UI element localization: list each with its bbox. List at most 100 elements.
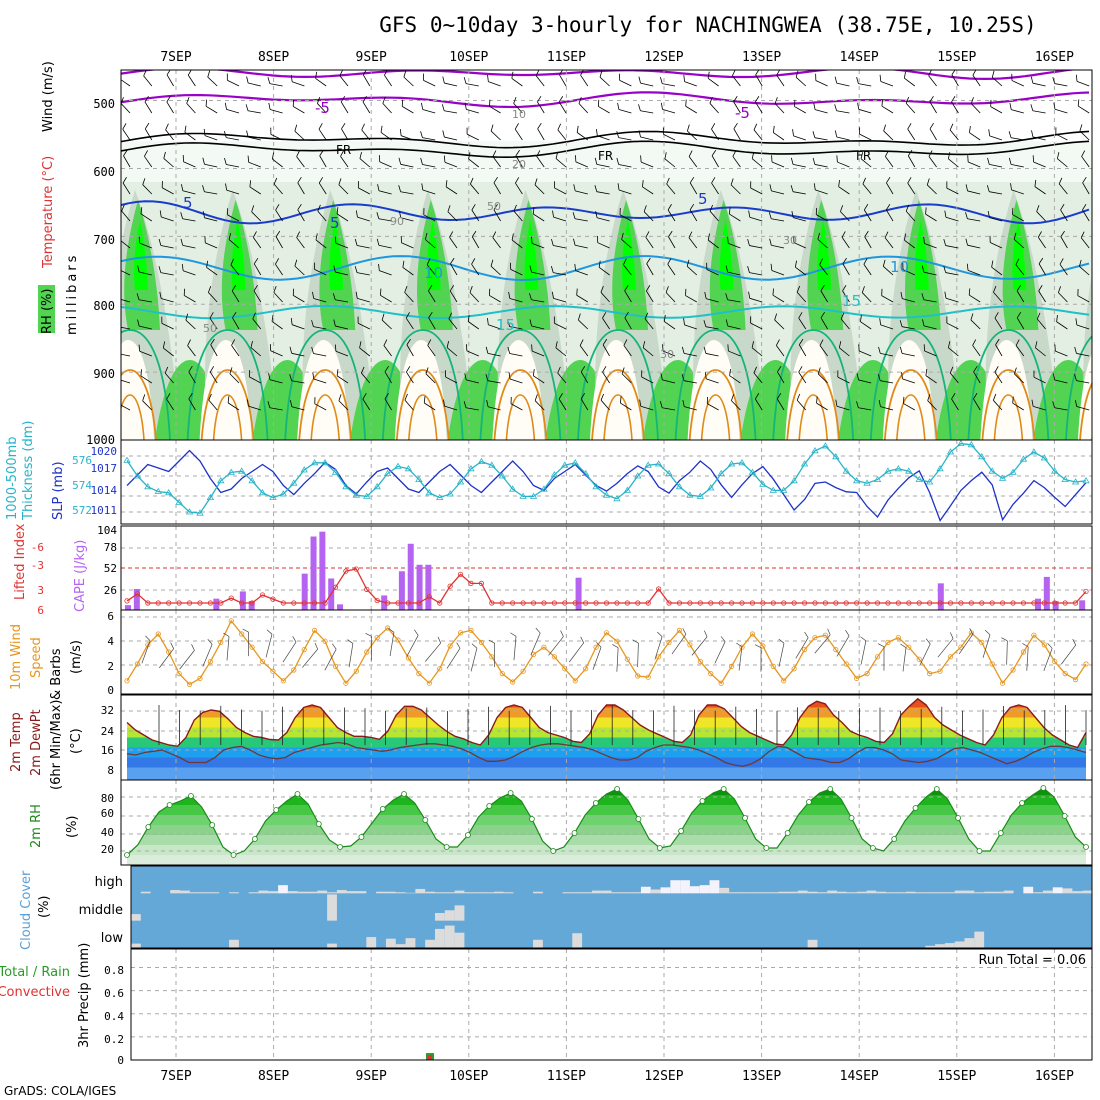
pressure-tick-800: 800 [93, 299, 115, 313]
thickness-line-point [164, 489, 173, 496]
wind-barb-shaft [948, 347, 959, 357]
wind-barb-flag [471, 204, 476, 211]
wind-barb [406, 338, 414, 357]
wind-barb-shaft [183, 295, 196, 303]
wind-barb-flag [1036, 205, 1040, 212]
wind-barb-flag [1077, 99, 1080, 107]
wind-barb [798, 312, 807, 330]
contour-30c [505, 394, 536, 440]
bottom-date-tick: 16SEP [1035, 1069, 1074, 1084]
wind-barb-shaft [336, 375, 349, 384]
wind-barb [292, 99, 305, 114]
wind10-barb-shaft [425, 642, 441, 662]
wind10-barb [982, 629, 991, 658]
wind-barb [355, 291, 370, 303]
wind-barb [616, 157, 632, 168]
wind-barb-flag [445, 370, 447, 377]
wind-barb-flag [1079, 124, 1083, 132]
wind-barb-flag [994, 312, 999, 319]
wind-barb [466, 127, 479, 141]
wind-barb [929, 95, 937, 114]
wind-barb [448, 312, 458, 330]
wind-barb-flag [336, 207, 339, 214]
wind-barb-shaft [732, 156, 741, 168]
wind-barb-shaft [945, 216, 959, 222]
wind-barb-shaft [689, 209, 698, 222]
wind-barb [973, 365, 981, 384]
cloud-level-high: high [95, 875, 123, 890]
wind-barb [623, 339, 632, 357]
wind-barb-flag [230, 258, 235, 266]
wind10-barb-flag [596, 642, 602, 648]
wind-barb [334, 236, 349, 249]
wind-barb-shaft [951, 101, 959, 114]
lifted-index-line-point [801, 600, 808, 606]
cloud-high-bar [454, 890, 465, 894]
wind10-barb [860, 636, 867, 665]
wind10-line-point [968, 630, 974, 636]
dry-arch [121, 340, 154, 440]
wind-barb-flag [228, 232, 232, 240]
wind-barb-shaft [707, 403, 719, 411]
wind-barb [354, 266, 370, 276]
rh2m-point [251, 836, 258, 842]
wind-barb [531, 344, 545, 357]
wind-barb [403, 70, 414, 87]
wind-barb-flag [382, 97, 386, 104]
wind-barb-shaft [294, 130, 305, 141]
wind-barb-flag [574, 263, 576, 271]
wind-barb [275, 258, 283, 276]
wind-barb-shaft [400, 163, 414, 168]
wind-barb [314, 397, 327, 411]
wind-barb [639, 399, 654, 411]
wind-barb [794, 260, 807, 276]
wind-barb-shaft [860, 158, 872, 168]
lifted-index-line-point [593, 600, 599, 606]
wind-barb-flag [404, 393, 408, 401]
wind-barb-flag [246, 130, 249, 138]
wind-barb-shaft [535, 75, 545, 87]
wind-barb-flag [485, 374, 489, 381]
wind-barb-shaft [1082, 182, 1090, 195]
wind-barb-shaft [749, 216, 763, 222]
wind-barb [659, 401, 676, 411]
wind-barb-flag [859, 127, 861, 135]
wind-barb [793, 235, 806, 249]
wind-barb-shaft [946, 322, 959, 330]
cloud-high-bar [395, 892, 406, 894]
wind-barb-shaft [1036, 211, 1046, 222]
wind-barb-shaft [226, 164, 240, 168]
lifted-index-line-point [583, 600, 589, 606]
thickness-line-point [873, 475, 882, 482]
wind-barb-flag [336, 369, 339, 376]
wind-barb-flag [660, 373, 663, 380]
wind-barb [493, 203, 501, 222]
wind-barb [947, 341, 959, 357]
wind-barb [230, 258, 240, 276]
wind-barb-shaft [1081, 156, 1090, 168]
wind-barb-shaft [426, 264, 436, 276]
wind-barb-shaft [358, 187, 370, 195]
wind-barb [991, 260, 1003, 276]
wind-barb [378, 263, 392, 276]
wind-barb-flag [729, 368, 731, 376]
wind-barb-shaft [227, 402, 240, 411]
wind-barb-shaft [792, 163, 806, 168]
wind10-line-point [374, 634, 380, 641]
cloud-high-bar [346, 891, 357, 894]
lifted-index-line-point [635, 600, 641, 606]
wind-barb-flag [1052, 373, 1056, 381]
wind-barb-flag [507, 346, 511, 354]
wind-barb-shaft [122, 182, 131, 195]
lifted-index-line-point [603, 600, 610, 606]
cloud-high-bar [699, 885, 710, 894]
cloud-high-bar [444, 892, 455, 894]
rh-axis-label: RH (%) [40, 289, 55, 334]
wind-barb-flag [122, 123, 127, 130]
wind-barb-flag [470, 177, 474, 185]
wind-barb-shaft [425, 373, 436, 384]
rh2m-point [550, 848, 557, 854]
wind10-barb-flag [332, 643, 337, 650]
wind-barb [576, 288, 589, 303]
wind-barb [246, 76, 261, 87]
